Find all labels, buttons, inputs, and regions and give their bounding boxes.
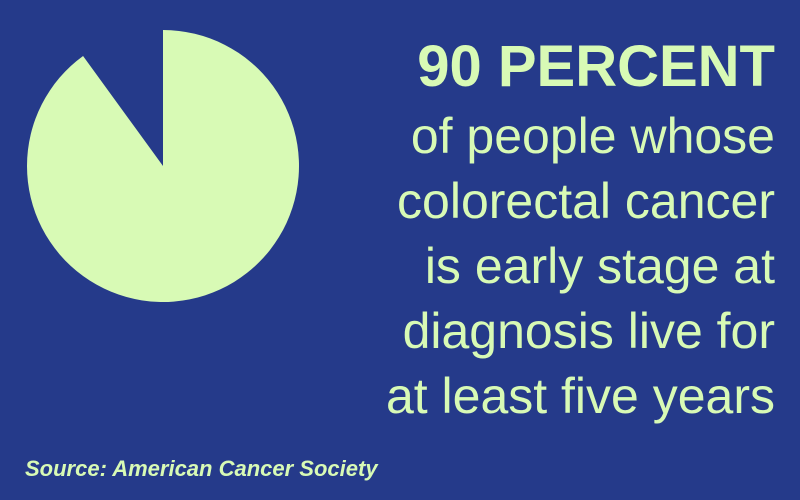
headline: 90 PERCENT [417,34,775,99]
statement-line: diagnosis live for [403,303,775,359]
statement-line: of people whose [411,108,775,164]
statement: of people whose colorectal cancer is early… [386,108,775,424]
statement-line: colorectal cancer [397,173,775,229]
source: Source: American Cancer Society [25,456,379,481]
statement-line: at least five years [386,368,775,424]
pie [26,30,300,302]
statement-line: is early stage at [425,238,775,294]
pie-slice [26,30,300,302]
